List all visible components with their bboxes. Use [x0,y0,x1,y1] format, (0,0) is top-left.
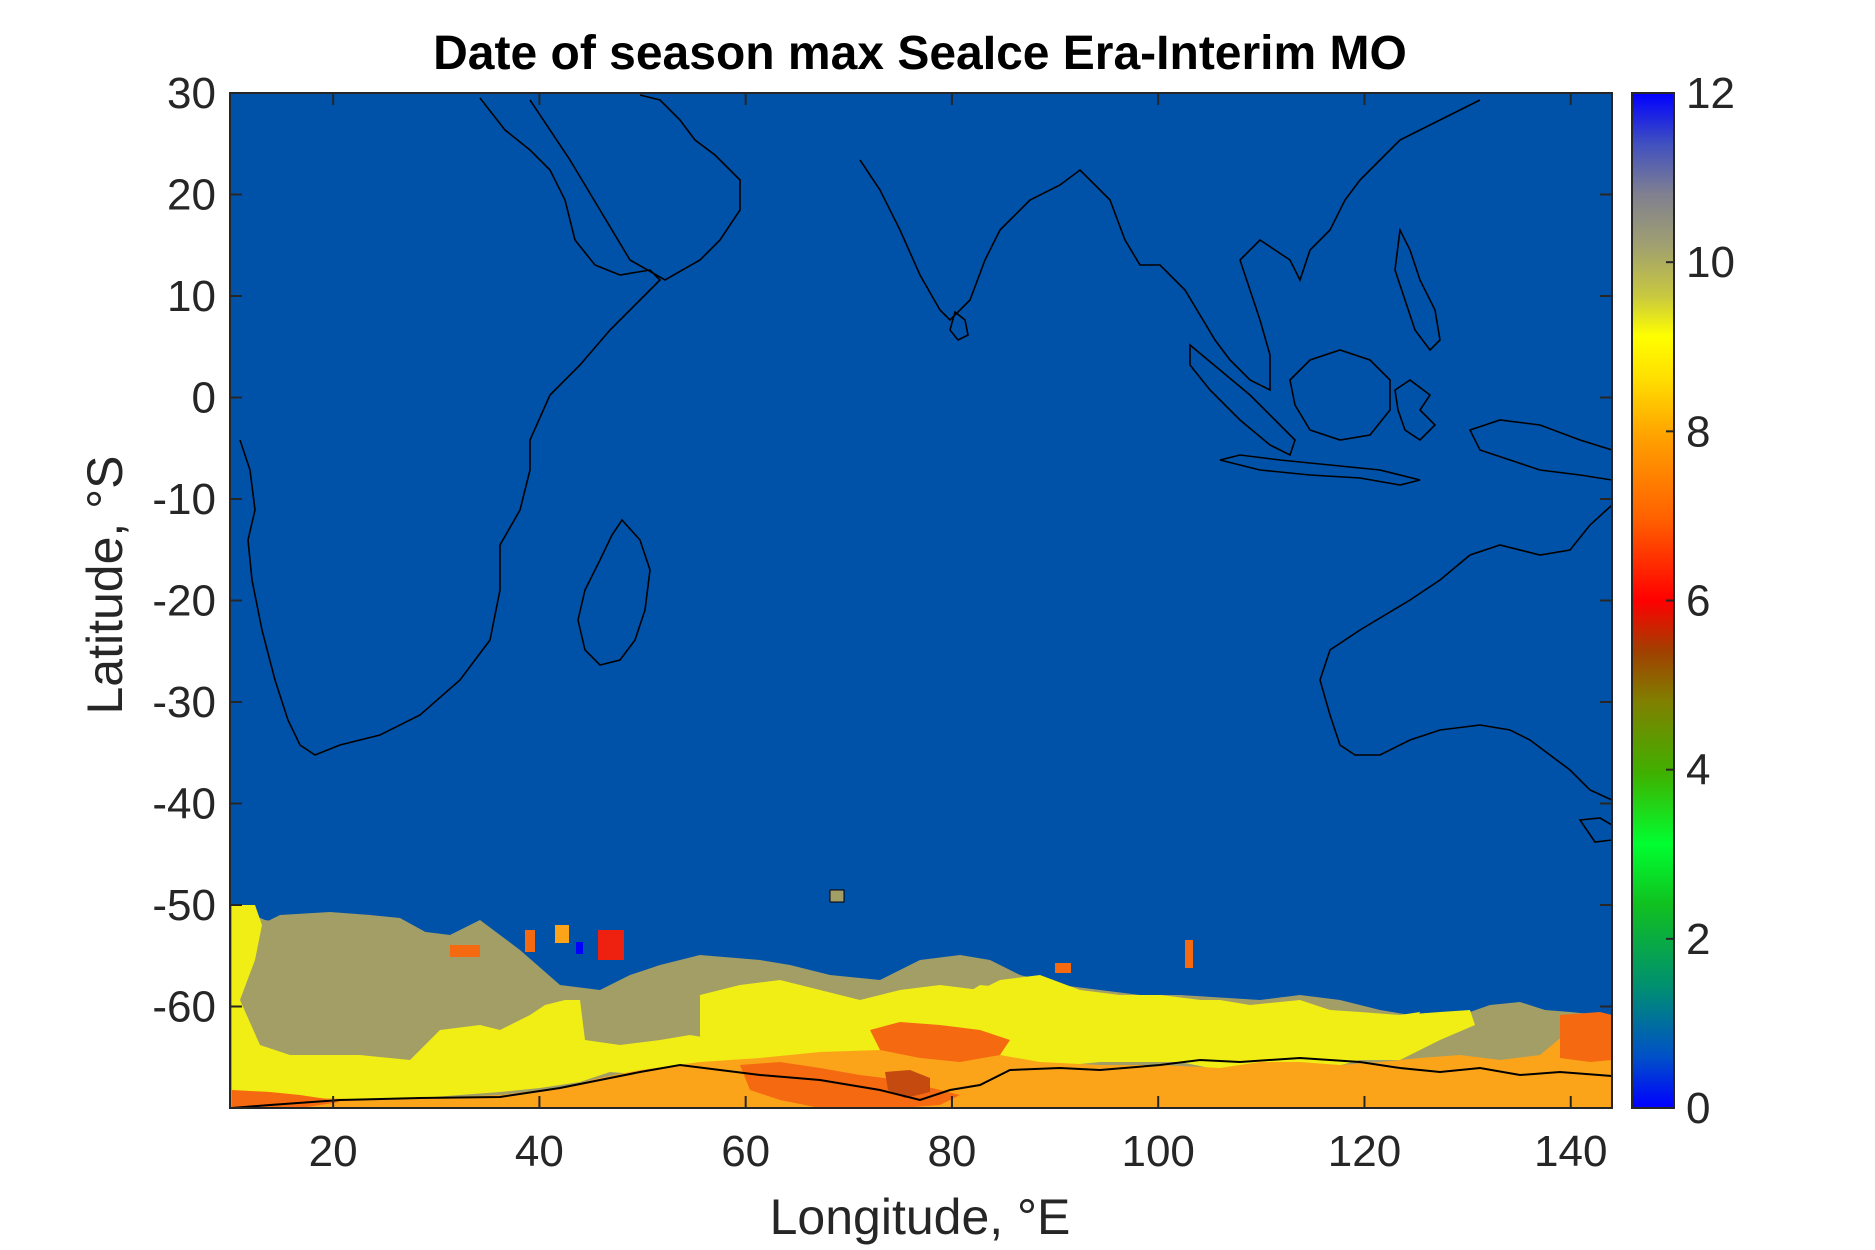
x-tick-label: 120 [1328,1127,1401,1176]
land-coastlines [239,94,1612,843]
colorbar-ticks: 0 2 4 6 8 10 12 [1666,69,1735,1133]
sri-lanka-coastline [949,310,969,342]
y-tick-label: 0 [192,374,216,423]
sea-ice-region-month-10-north [232,912,560,1060]
africa-coastline [239,97,662,756]
tasmania-coastline [1578,817,1612,843]
colorbar-tick-label: 6 [1686,577,1710,626]
sea-ice-region-dark-orange-spot [885,1070,930,1098]
y-tick-label: -10 [152,475,216,524]
colorbar-tick-label: 2 [1686,915,1710,964]
x-tick-label: 40 [515,1127,564,1176]
java-coastline [1219,454,1421,486]
y-tick-label: -50 [152,881,216,930]
y-tick-label: 20 [167,171,216,220]
madagascar-coastline [577,518,651,666]
southeast-asia-coastline [1089,99,1481,392]
sea-ice-spot-blue [576,942,583,954]
x-tick-label: 80 [927,1127,976,1176]
y-tick-label: 10 [167,272,216,321]
philippines-coastline [1394,227,1441,352]
x-axis-label: Longitude, °E [769,1189,1071,1245]
y-axis-ticks: 30 20 10 0 -10 -20 -30 -40 -50 -60 [152,69,1612,1032]
sea-ice-spot-red [598,930,624,960]
x-tick-label: 20 [309,1127,358,1176]
plot-area [230,93,1612,1108]
colorbar-tick-label: 12 [1686,69,1735,118]
y-tick-label: -30 [152,678,216,727]
india-coastline [859,159,1091,322]
y-tick-label: -40 [152,780,216,829]
y-axis-label: Latitude, °S [77,455,133,715]
sea-ice-spot-orange-5 [1055,963,1071,973]
y-tick-label: 30 [167,69,216,118]
antarctic-coastline [231,1056,1612,1108]
x-axis-ticks: 20 40 60 80 100 120 140 [309,93,1607,1176]
colorbar-tick-label: 8 [1686,407,1710,456]
x-tick-label: 100 [1121,1127,1194,1176]
colorbar-tick-label: 10 [1686,238,1735,287]
sea-ice-spot-orange-4 [1185,940,1193,968]
x-tick-label: 140 [1534,1127,1607,1176]
chart-title: Date of season max SeaIce Era-Interim MO [433,27,1407,80]
sea-ice-spot-kerguelen [829,889,845,903]
sea-ice-spot-orange-2 [525,930,535,952]
arabia-coastline [529,94,741,281]
colorbar-tick-label: 4 [1686,746,1710,795]
sulawesi-coastline [1394,379,1437,442]
borneo-coastline [1289,349,1391,441]
sea-ice-spot-orange-3 [450,945,480,957]
australia-coastline [1319,504,1612,801]
new-guinea-coastline [1468,419,1612,481]
colorbar: 0 2 4 6 8 10 12 [1631,69,1735,1133]
y-tick-label: -20 [152,577,216,626]
colorbar-tick-label: 0 [1686,1084,1710,1133]
x-tick-label: 60 [721,1127,770,1176]
sea-ice-spot-orange-1 [555,925,569,943]
sumatra-coastline [1189,343,1296,457]
y-tick-label: -60 [152,983,216,1032]
